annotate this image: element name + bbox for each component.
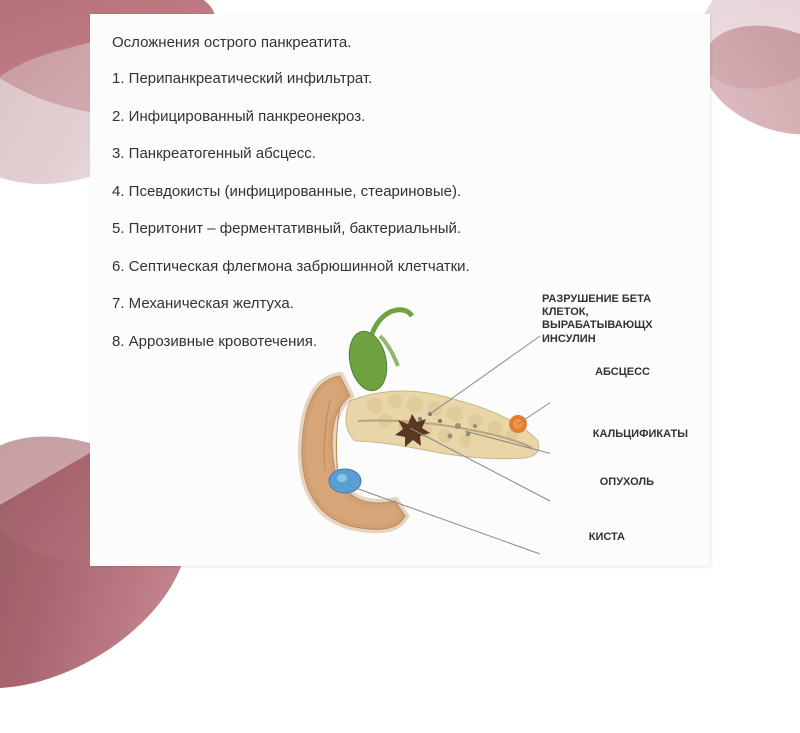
list-item: 6. Септическая флегмона забрюшинной клет… [112, 257, 688, 277]
list-item: 4. Псевдокисты (инфицированные, стеарино… [112, 182, 688, 202]
slide-title: Осложнения острого панкреатита. [112, 34, 688, 51]
diagram-label: КИСТА [589, 531, 625, 544]
list-item: 1. Перипанкреатический инфильтрат. [112, 69, 688, 89]
diagram-label: ОПУХОЛЬ [600, 476, 654, 489]
diagram-label: КАЛЬЦИФИКАТЫ [593, 428, 688, 441]
content-card: Осложнения острого панкреатита. 1. Перип… [90, 14, 710, 566]
diagram-label: РАЗРУШЕНИЕ БЕТА КЛЕТОК, ВЫРАБАТЫВАЮЩХ ИН… [542, 293, 672, 346]
diagram-label: АБСЦЕСС [595, 366, 650, 379]
list-item: 3. Панкреатогенный абсцесс. [112, 144, 688, 164]
list-item: 2. Инфицированный панкреонекроз. [112, 107, 688, 127]
list-item: 5. Перитонит – ферментативный, бактериал… [112, 219, 688, 239]
pancreas-diagram: РАЗРУШЕНИЕ БЕТА КЛЕТОК, ВЫРАБАТЫВАЮЩХ ИН… [320, 286, 700, 556]
pancreas-illustration [290, 306, 550, 556]
